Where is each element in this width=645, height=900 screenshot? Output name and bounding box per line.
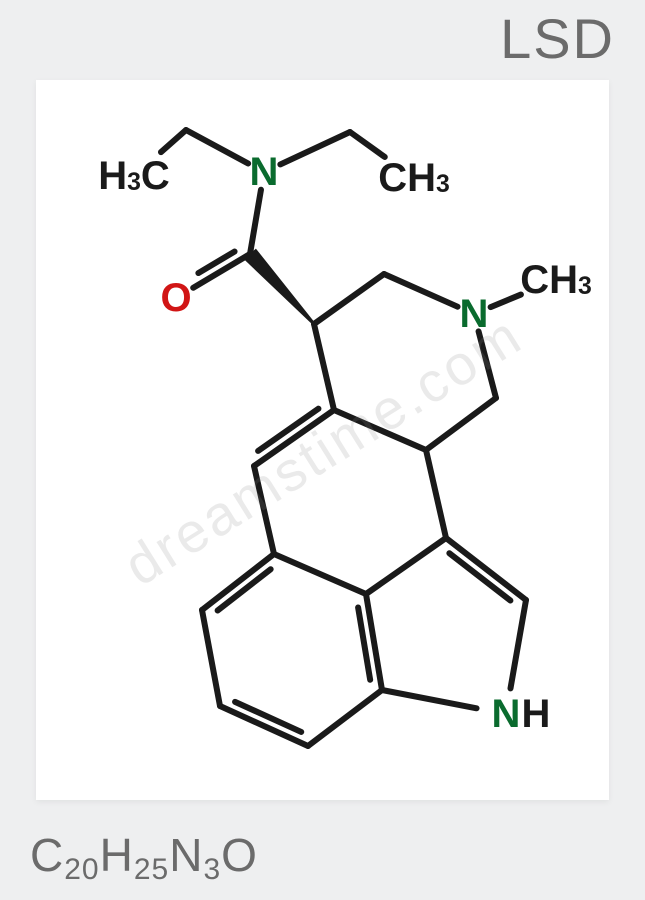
compound-title: LSD	[500, 6, 615, 71]
molecule-diagram: NHNCH3ONH3CCH3	[36, 80, 609, 800]
svg-text:CH3: CH3	[378, 156, 450, 200]
svg-text:N: N	[460, 292, 489, 336]
svg-text:CH3: CH3	[520, 258, 592, 302]
structure-panel: NHNCH3ONH3CCH3	[36, 80, 609, 800]
svg-text:N: N	[250, 150, 279, 194]
svg-text:H: H	[522, 692, 551, 736]
svg-text:O: O	[160, 276, 191, 320]
molecular-formula: C20H25N3O	[30, 828, 258, 882]
svg-text:N: N	[492, 692, 521, 736]
svg-text:H3C: H3C	[98, 154, 170, 198]
canvas: LSD NHNCH3ONH3CCH3 C20H25N3O dreamstime.…	[0, 0, 645, 900]
